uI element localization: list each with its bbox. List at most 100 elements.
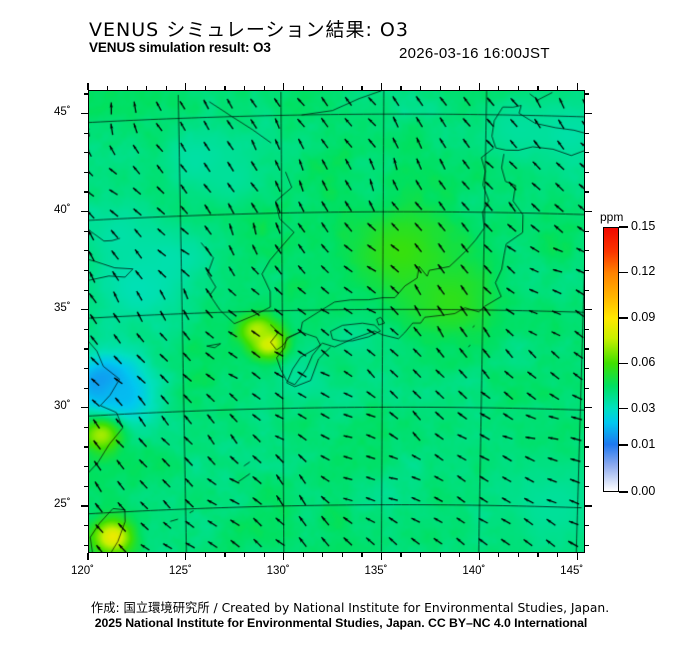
colorbar-tick bbox=[619, 271, 628, 273]
axis-tick bbox=[478, 553, 480, 560]
axis-tick bbox=[263, 86, 265, 90]
axis-tick bbox=[84, 250, 88, 252]
y-axis-tick-label: 45˚ bbox=[54, 105, 71, 118]
colorbar-tick bbox=[619, 317, 628, 319]
axis-tick bbox=[576, 553, 578, 560]
axis-tick bbox=[585, 152, 589, 154]
axis-tick bbox=[81, 309, 88, 311]
axis-tick bbox=[585, 466, 589, 468]
axis-tick bbox=[302, 86, 304, 90]
axis-tick bbox=[126, 553, 128, 557]
colorbar-tick bbox=[619, 362, 628, 364]
map-plot-area[interactable] bbox=[88, 90, 585, 553]
axis-tick bbox=[585, 485, 589, 487]
colorbar-gradient bbox=[603, 227, 619, 492]
axis-tick bbox=[84, 230, 88, 232]
x-axis-tick-label: 130˚ bbox=[266, 565, 290, 577]
colorbar bbox=[603, 227, 619, 492]
x-axis-tick-label: 145˚ bbox=[560, 565, 584, 577]
colorbar-tick-label: 0.12 bbox=[631, 264, 656, 279]
timestamp-label: 2026-03-16 16:00JST bbox=[399, 45, 550, 62]
axis-tick bbox=[341, 553, 343, 557]
axis-tick bbox=[576, 83, 578, 90]
axis-tick bbox=[126, 86, 128, 90]
axis-tick bbox=[585, 387, 589, 389]
axis-tick bbox=[585, 426, 589, 429]
axis-tick bbox=[87, 83, 89, 90]
axis-tick bbox=[459, 86, 461, 90]
axis-tick bbox=[361, 86, 363, 90]
axis-tick bbox=[165, 86, 167, 90]
x-axis-tick-label: 135˚ bbox=[364, 565, 388, 577]
colorbar-tick-label: 0.06 bbox=[631, 355, 656, 370]
axis-tick bbox=[185, 553, 187, 560]
axis-tick bbox=[585, 309, 592, 311]
axis-tick bbox=[322, 553, 324, 557]
axis-tick bbox=[81, 407, 88, 409]
axis-tick bbox=[84, 485, 88, 487]
colorbar-tick bbox=[619, 491, 628, 493]
axis-tick bbox=[585, 348, 589, 350]
axis-tick bbox=[498, 553, 500, 557]
footer-credit-line: 作成: 国立環境研究所 / Created by National Instit… bbox=[90, 601, 610, 615]
colorbar-tick bbox=[619, 226, 628, 228]
axis-tick bbox=[585, 524, 589, 527]
axis-tick bbox=[400, 553, 402, 557]
axis-tick bbox=[322, 86, 324, 90]
axis-tick bbox=[84, 132, 88, 134]
axis-tick bbox=[585, 230, 589, 232]
ozone-field-canvas bbox=[89, 91, 584, 552]
axis-tick bbox=[224, 553, 226, 557]
y-axis-tick-label: 35˚ bbox=[54, 301, 71, 314]
colorbar-tick-label: 0.00 bbox=[631, 484, 656, 498]
axis-tick bbox=[87, 553, 89, 560]
axis-tick bbox=[283, 553, 285, 560]
axis-tick bbox=[585, 191, 589, 193]
colorbar-unit-label: ppm bbox=[600, 210, 624, 224]
axis-tick bbox=[585, 269, 589, 272]
axis-tick bbox=[557, 553, 559, 557]
axis-tick bbox=[557, 86, 559, 90]
axis-tick bbox=[439, 86, 441, 90]
axis-tick bbox=[341, 86, 343, 90]
axis-tick bbox=[585, 544, 589, 546]
y-axis-tick-label: 30˚ bbox=[54, 399, 71, 412]
axis-tick bbox=[81, 112, 88, 115]
x-axis-tick-label: 125˚ bbox=[168, 565, 192, 577]
axis-tick bbox=[498, 86, 500, 90]
axis-tick bbox=[585, 505, 592, 507]
axis-tick bbox=[81, 211, 88, 213]
axis-tick bbox=[81, 505, 88, 507]
axis-tick bbox=[84, 152, 88, 154]
axis-tick bbox=[585, 367, 589, 370]
axis-tick bbox=[84, 544, 88, 546]
axis-tick bbox=[420, 553, 422, 557]
axis-tick bbox=[517, 86, 520, 90]
axis-tick bbox=[204, 86, 206, 90]
axis-tick bbox=[585, 250, 589, 252]
axis-tick bbox=[585, 446, 589, 448]
footer-license-line: 2025 National Institute for Environmenta… bbox=[0, 616, 700, 630]
axis-tick bbox=[585, 132, 589, 134]
axis-tick bbox=[106, 86, 109, 90]
axis-tick bbox=[146, 86, 148, 90]
axis-tick bbox=[84, 289, 88, 291]
axis-tick bbox=[585, 407, 592, 409]
axis-tick bbox=[400, 86, 402, 90]
axis-tick bbox=[84, 466, 88, 468]
axis-tick bbox=[224, 86, 226, 90]
axis-tick bbox=[517, 553, 520, 557]
axis-tick bbox=[263, 553, 265, 557]
x-axis-tick-label: 120˚ bbox=[71, 565, 95, 577]
axis-tick bbox=[243, 86, 246, 90]
y-axis-tick-label: 40˚ bbox=[54, 203, 71, 216]
axis-tick bbox=[585, 211, 592, 213]
axis-tick bbox=[84, 446, 88, 448]
colorbar-tick-label: 0.15 bbox=[631, 219, 656, 233]
axis-tick bbox=[585, 93, 589, 95]
colorbar-tick-label: 0.01 bbox=[631, 437, 656, 452]
colorbar-tick bbox=[619, 444, 628, 446]
axis-tick bbox=[84, 269, 88, 272]
axis-tick bbox=[165, 553, 167, 557]
